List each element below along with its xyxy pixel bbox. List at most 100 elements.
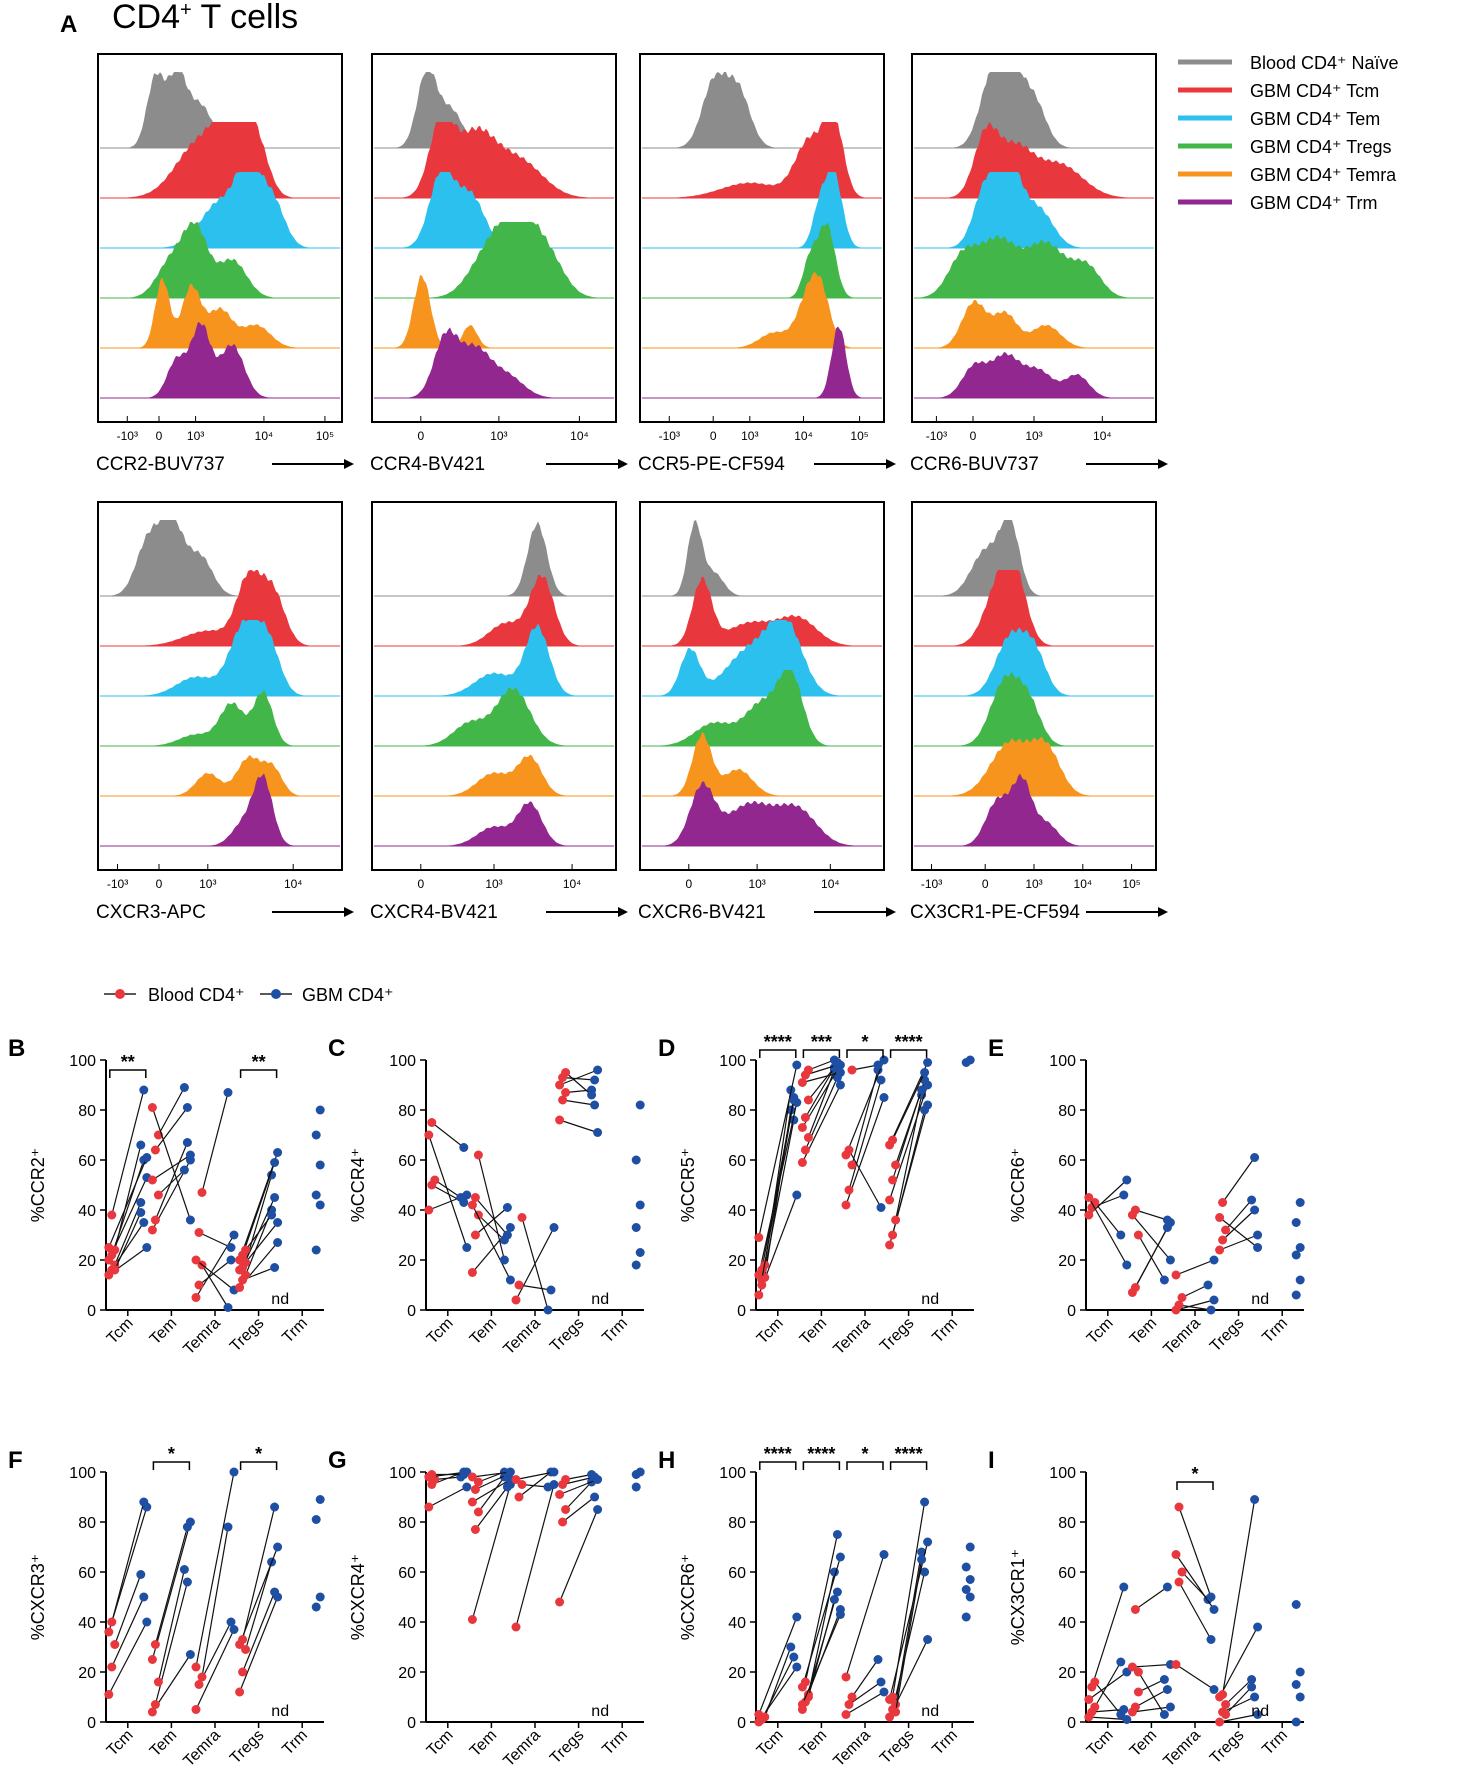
gbm-dot <box>456 1193 466 1202</box>
x-tick-label: Temra <box>500 1727 544 1770</box>
pair-line <box>242 1506 276 1640</box>
histogram-curve <box>374 574 614 646</box>
pair-line <box>889 1062 929 1146</box>
gbm-dot <box>1209 1685 1219 1694</box>
x-tick-label: Tem <box>147 1315 180 1348</box>
blood-dot <box>197 1188 207 1197</box>
gbm-dot <box>1116 1710 1126 1719</box>
blood-dot <box>147 1655 157 1664</box>
significance-bracket <box>239 1069 278 1078</box>
blood-dot <box>110 1640 120 1649</box>
histogram-curve <box>914 172 1154 248</box>
gbm-dot <box>1250 1495 1260 1504</box>
gbm-dot <box>462 1243 472 1252</box>
blood-dot <box>555 1115 565 1125</box>
blood-dot <box>1090 1677 1100 1687</box>
x-tick-label: Tregs <box>1207 1727 1248 1768</box>
gbm-dot <box>179 1083 189 1092</box>
not-determined-label: nd <box>1251 1291 1269 1308</box>
histogram-tick-label: 10³ <box>748 877 765 891</box>
blood-dot <box>847 1160 857 1170</box>
y-tick-label: 100 <box>389 1465 416 1482</box>
blood-dot <box>107 1210 117 1220</box>
panel-letter: I <box>988 1447 995 1474</box>
pair-line <box>1094 1661 1122 1708</box>
histogram-curve <box>374 801 614 846</box>
histogram-curve <box>642 72 882 148</box>
blood-dot <box>194 1680 204 1689</box>
pair-line <box>559 1509 599 1603</box>
histogram-panel-cxcr4-bv421: 0 10³ 10⁴ CXCR4-BV421 <box>370 501 628 923</box>
gbm-dot <box>876 1203 886 1212</box>
gbm-dot <box>229 1230 239 1240</box>
histogram-curve <box>374 687 614 746</box>
gbm-dot <box>546 1285 556 1295</box>
gbm-dot <box>1295 1243 1305 1252</box>
gbm-dot <box>136 1140 146 1150</box>
blood-dot <box>558 1095 568 1105</box>
blood-dot <box>153 1190 163 1200</box>
pair-line <box>1178 1304 1212 1311</box>
gbm-dot <box>923 1058 933 1067</box>
pair-line <box>1135 1688 1168 1708</box>
histogram-curve <box>914 72 1154 148</box>
gbm-dot <box>789 1115 799 1125</box>
blood-dot <box>800 1677 810 1687</box>
x-tick-label: Trm <box>1259 1727 1291 1759</box>
pair-line <box>1094 1202 1122 1236</box>
gbm-dot <box>879 1687 889 1697</box>
x-tick-label: Temra <box>500 1315 544 1359</box>
y-axis-label: %CXCR4⁺ <box>348 1554 368 1641</box>
gbm-dot <box>179 1165 189 1175</box>
blood-dot <box>1215 1717 1225 1727</box>
not-determined-label: nd <box>921 1703 939 1720</box>
gbm-dot <box>505 1275 515 1285</box>
significance-bracket <box>109 1069 147 1078</box>
blood-dot <box>803 1133 813 1142</box>
blood-dot <box>147 1103 157 1112</box>
histogram-curve <box>914 235 1154 298</box>
pair-line <box>562 1076 595 1081</box>
blood-dot <box>147 1707 157 1717</box>
x-tick-label: Tregs <box>227 1315 268 1356</box>
pair-line <box>475 1207 508 1236</box>
gbm-dot <box>136 1570 146 1579</box>
blood-dot <box>841 1672 851 1682</box>
blood-dot <box>803 1065 813 1075</box>
pair-line <box>892 1072 926 1141</box>
blood-dot <box>800 1113 810 1122</box>
blood-dot <box>150 1700 160 1709</box>
gbm-dot <box>635 1200 645 1210</box>
histogram-tick-label: 0 <box>156 429 163 443</box>
blood-dot <box>1177 1293 1187 1302</box>
significance-stars: * <box>861 1032 868 1052</box>
histogram-tick-label: 0 <box>417 877 424 891</box>
blood-dot <box>797 1700 807 1709</box>
gbm-dot <box>917 1547 927 1557</box>
gbm-dot <box>923 1635 933 1644</box>
gbm-dot <box>631 1260 641 1270</box>
blood-dot <box>885 1712 895 1722</box>
significance-stars: **** <box>895 1032 923 1052</box>
not-determined-label: nd <box>1251 1703 1269 1720</box>
blood-dot <box>467 1497 477 1507</box>
blood-dot <box>1130 1205 1140 1215</box>
blood-dot <box>561 1505 571 1514</box>
gbm-dot <box>139 1085 149 1095</box>
pair-line <box>848 1149 882 1208</box>
legend-label: Blood CD4⁺ Naïve <box>1250 53 1399 73</box>
gbm-dot <box>1159 1275 1169 1285</box>
blood-dot <box>1127 1662 1137 1672</box>
histogram-tick-label: 10⁴ <box>284 877 303 891</box>
pair-line <box>1091 1708 1124 1713</box>
pair-line <box>239 1596 279 1693</box>
gbm-dot <box>502 1230 512 1240</box>
pair-line <box>1137 1234 1165 1281</box>
pair-line <box>515 1471 555 1481</box>
gbm-dot <box>270 1502 280 1512</box>
significance-bracket <box>759 1049 797 1058</box>
pair-line <box>758 1616 798 1715</box>
dot-panel-d: D 0 20 40 60 80 100 %CCR5⁺ Tcm Tem Temra Tregs Trm nd… <box>658 1032 975 1358</box>
histogram-panels: -10³ 0 10³ 10⁴ 10⁵ CCR2-BUV737 0 10³ 10⁴ CCR4-BV4… <box>96 53 1168 923</box>
gbm-dot <box>1165 1702 1175 1712</box>
